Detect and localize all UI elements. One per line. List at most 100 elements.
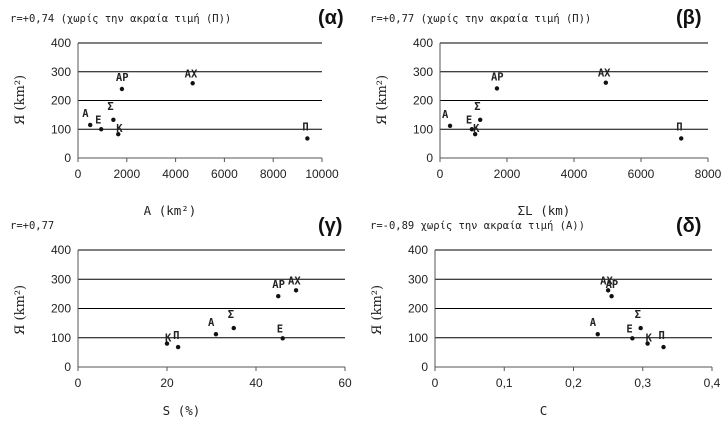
y-tick-label: 400 bbox=[51, 243, 71, 257]
panel-label: (β) bbox=[676, 7, 702, 29]
point-label: AX bbox=[600, 275, 613, 287]
point-label: Π bbox=[659, 330, 665, 342]
y-tick-label: 0 bbox=[64, 360, 71, 374]
x-tick-label: 4000 bbox=[162, 167, 189, 181]
data-point bbox=[190, 81, 195, 86]
correlation-note: r=+0,74 (χωρίς την ακραία τιμή (Π)) bbox=[10, 13, 231, 25]
chart-panel-3: 0 100 200 300 400 0 20 40 60 r=+0,77 (γ) S (%) Я (km… bbox=[10, 215, 352, 418]
y-tick-label: 300 bbox=[413, 65, 433, 79]
data-point bbox=[609, 294, 614, 299]
point-label: Σ bbox=[107, 101, 113, 113]
point-label: A bbox=[208, 317, 215, 329]
y-tick-label: 0 bbox=[421, 360, 428, 374]
point-label: K bbox=[116, 123, 123, 135]
point-label: AX bbox=[288, 275, 301, 287]
y-tick-label: 100 bbox=[51, 331, 71, 345]
y-axis-label: Я (km²) bbox=[375, 75, 390, 125]
data-point bbox=[472, 131, 478, 137]
y-tick-label: 100 bbox=[51, 122, 71, 136]
correlation-note: r=+0,77 (χωρίς την ακραία τιμή (Π)) bbox=[370, 13, 591, 25]
data-point bbox=[447, 123, 453, 128]
y-tick-label: 100 bbox=[413, 122, 433, 136]
point-label: AX bbox=[185, 68, 198, 80]
x-tick-label: 40 bbox=[249, 376, 263, 390]
data-point bbox=[111, 117, 116, 122]
x-axis-label: ΣL (km) bbox=[518, 203, 571, 218]
point-label: Σ bbox=[635, 309, 641, 321]
data-point bbox=[679, 136, 684, 141]
y-tick-label: 0 bbox=[64, 151, 71, 165]
x-tick-label: 2000 bbox=[113, 167, 140, 181]
chart-panel-4: 0 100 200 300 400 0 0,1 0,2 0,3 0,4 r=-0,89 χωρίς … bbox=[370, 215, 721, 418]
data-point bbox=[595, 332, 600, 337]
data-point bbox=[638, 325, 643, 331]
data-point bbox=[305, 136, 310, 141]
data-point bbox=[119, 86, 125, 92]
x-tick-label: 10000 bbox=[305, 167, 339, 181]
data-point bbox=[494, 86, 500, 91]
point-label: Σ bbox=[228, 309, 234, 321]
y-tick-label: 200 bbox=[408, 302, 428, 316]
point-label: Π bbox=[173, 330, 179, 342]
correlation-note: r=+0,77 bbox=[10, 220, 54, 232]
y-tick-label: 300 bbox=[51, 65, 71, 79]
data-point bbox=[175, 344, 181, 350]
point-label: AP bbox=[491, 71, 504, 83]
x-tick-label: 0 bbox=[432, 376, 439, 390]
x-tick-label: 8000 bbox=[695, 167, 722, 181]
x-tick-label: 0,3 bbox=[634, 376, 651, 390]
x-tick-label: 0 bbox=[75, 167, 82, 181]
y-axis-label: Я (km²) bbox=[13, 285, 28, 335]
point-label: E bbox=[95, 114, 101, 126]
x-tick-label: 0,2 bbox=[565, 376, 582, 390]
y-axis-label: Я (km²) bbox=[370, 285, 385, 335]
point-label: Σ bbox=[474, 101, 480, 113]
point-label: E bbox=[626, 323, 632, 335]
y-tick-label: 300 bbox=[51, 272, 71, 286]
y-tick-label: 400 bbox=[51, 36, 71, 50]
x-tick-label: 0 bbox=[437, 167, 444, 181]
x-tick-label: 60 bbox=[338, 376, 352, 390]
x-tick-label: 2000 bbox=[494, 167, 521, 181]
point-label: AP bbox=[272, 279, 285, 291]
panel-label: (γ) bbox=[318, 215, 342, 237]
x-tick-label: 6000 bbox=[628, 167, 655, 181]
point-label: AX bbox=[598, 68, 611, 80]
x-tick-label: 20 bbox=[160, 376, 174, 390]
data-point bbox=[478, 117, 483, 122]
panel-label: (δ) bbox=[676, 215, 701, 237]
point-label: A bbox=[442, 109, 449, 121]
y-tick-label: 200 bbox=[51, 302, 71, 316]
y-tick-label: 300 bbox=[408, 272, 428, 286]
data-point bbox=[661, 344, 666, 350]
point-label: Π bbox=[676, 121, 682, 133]
data-point bbox=[293, 288, 299, 293]
x-axis-label: A (km²) bbox=[144, 203, 197, 218]
point-label: K bbox=[473, 123, 480, 135]
point-label: E bbox=[466, 114, 472, 126]
y-axis-label: Я (km²) bbox=[13, 75, 28, 125]
data-point bbox=[280, 336, 285, 341]
data-point bbox=[116, 131, 121, 137]
y-tick-label: 400 bbox=[408, 243, 428, 257]
x-tick-label: 4000 bbox=[561, 167, 588, 181]
data-point bbox=[231, 325, 236, 331]
panel-label: (α) bbox=[318, 7, 344, 29]
x-tick-label: 6000 bbox=[211, 167, 238, 181]
y-tick-label: 0 bbox=[426, 151, 433, 165]
data-point bbox=[213, 332, 219, 337]
y-tick-label: 200 bbox=[413, 94, 433, 108]
x-axis-label: S (%) bbox=[163, 403, 201, 418]
x-tick-label: 0,4 bbox=[704, 376, 721, 390]
x-tick-label: 0,1 bbox=[496, 376, 513, 390]
data-point bbox=[469, 127, 475, 132]
point-label: AP bbox=[606, 279, 619, 291]
point-label: K bbox=[165, 333, 172, 345]
y-tick-label: 100 bbox=[408, 331, 428, 345]
data-point bbox=[88, 122, 93, 128]
y-tick-label: 200 bbox=[51, 94, 71, 108]
data-point bbox=[605, 288, 611, 293]
